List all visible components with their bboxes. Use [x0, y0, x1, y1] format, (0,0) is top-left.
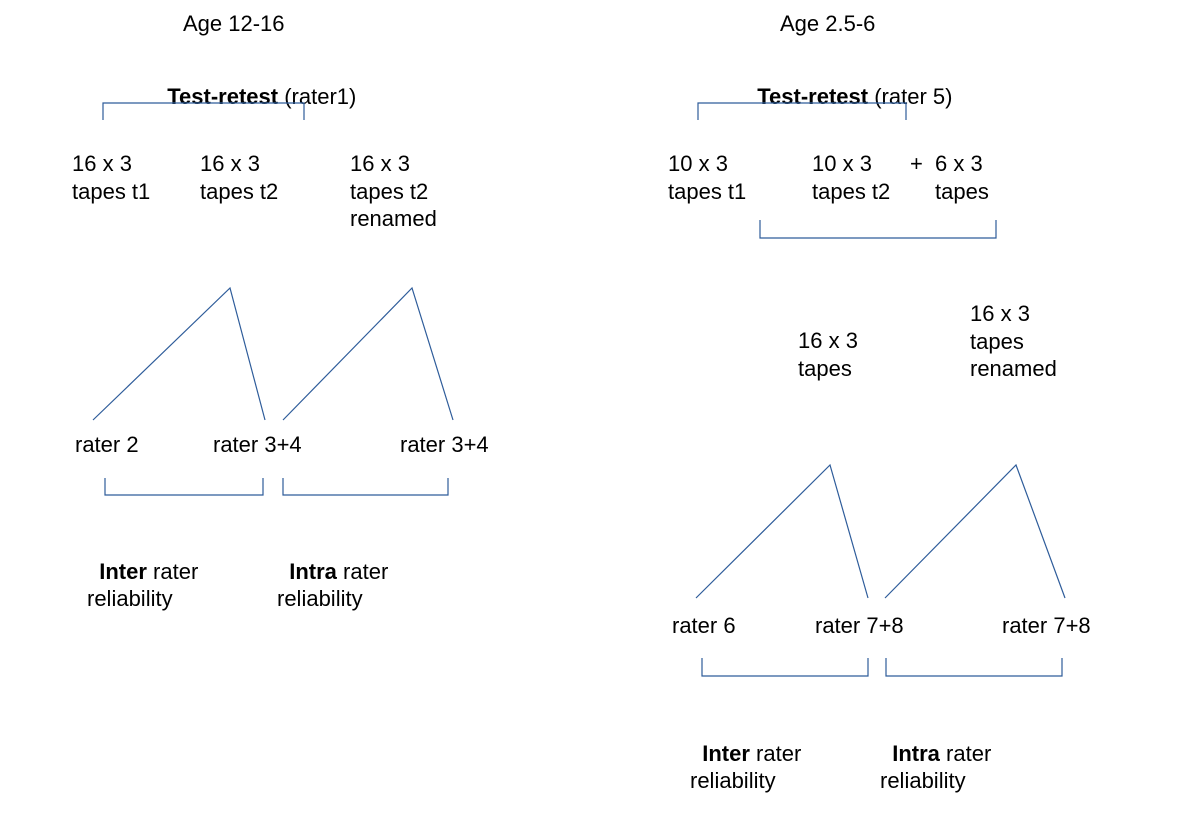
left-col2: 16 x 3 tapes t2 — [200, 150, 278, 205]
right-bottom-right-bold: Intra — [892, 741, 940, 766]
right-rater-a: rater 6 — [672, 612, 736, 640]
right-title: Age 2.5-6 — [780, 10, 875, 38]
left-bottom-left-bold: Inter — [99, 559, 147, 584]
right-col1: 10 x 3 tapes t1 — [668, 150, 746, 205]
left-heading-bold: Test-retest — [167, 84, 278, 109]
left-bottom-left: Inter rater reliability — [87, 530, 198, 613]
right-col3: 6 x 3 tapes — [935, 150, 989, 205]
right-heading-bold: Test-retest — [757, 84, 868, 109]
left-rater-b: rater 3+4 — [213, 431, 302, 459]
right-bottom-right: Intra rater reliability — [880, 712, 991, 795]
right-rater-b: rater 7+8 — [815, 612, 904, 640]
right-heading: Test-retest (rater 5) — [745, 55, 952, 110]
right-plus-sign: + — [910, 150, 923, 178]
right-col2: 10 x 3 tapes t2 — [812, 150, 890, 205]
left-col1: 16 x 3 tapes t1 — [72, 150, 150, 205]
connector-lines — [0, 0, 1200, 823]
left-bottom-right-bold: Intra — [289, 559, 337, 584]
right-bottom-left: Inter rater reliability — [690, 712, 801, 795]
right-heading-rest: (rater 5) — [868, 84, 952, 109]
left-rater-a: rater 2 — [75, 431, 139, 459]
left-bottom-right: Intra rater reliability — [277, 530, 388, 613]
right-mid-left: 16 x 3 tapes — [798, 327, 858, 382]
left-heading: Test-retest (rater1) — [155, 55, 356, 110]
right-mid-right: 16 x 3 tapes renamed — [970, 300, 1057, 383]
right-rater-c: rater 7+8 — [1002, 612, 1091, 640]
left-rater-c: rater 3+4 — [400, 431, 489, 459]
right-bottom-left-bold: Inter — [702, 741, 750, 766]
left-col3: 16 x 3 tapes t2 renamed — [350, 150, 437, 233]
left-title: Age 12-16 — [183, 10, 285, 38]
left-heading-rest: (rater1) — [278, 84, 356, 109]
